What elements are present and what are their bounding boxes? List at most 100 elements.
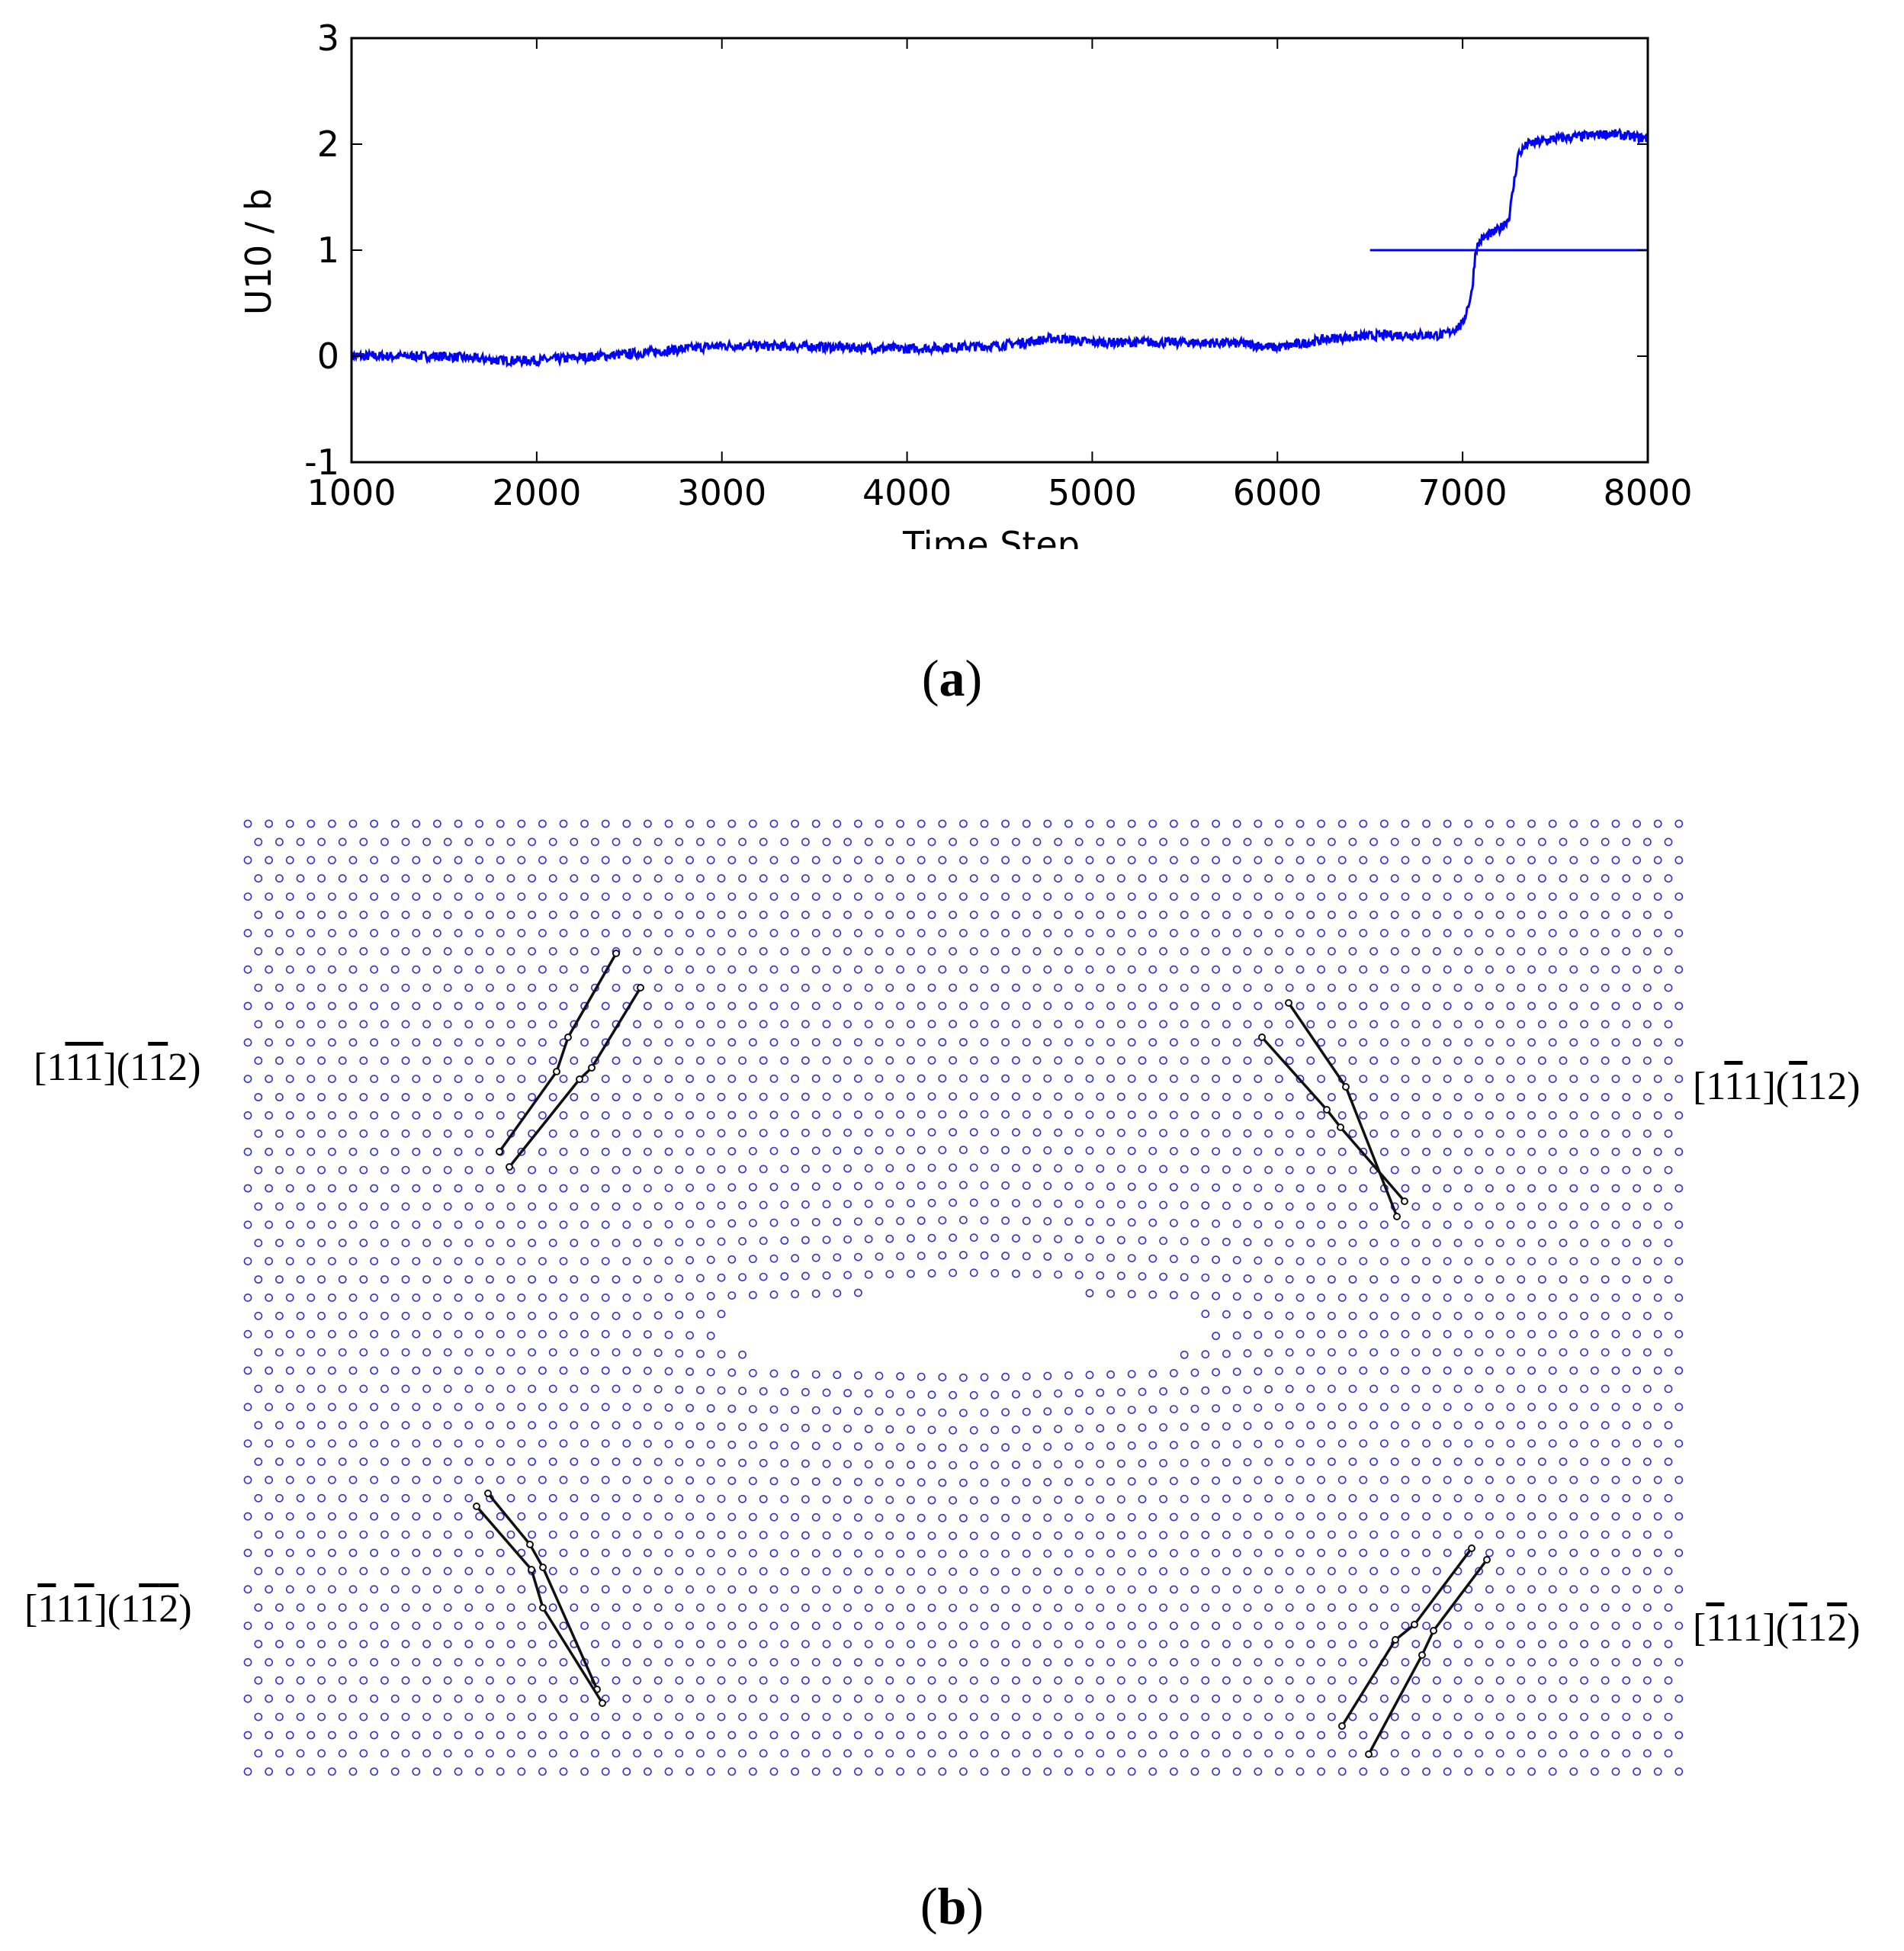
atom <box>738 1129 747 1138</box>
atom <box>959 965 968 974</box>
atom <box>317 1202 326 1211</box>
atom <box>548 1712 557 1721</box>
atom <box>791 1549 799 1557</box>
atom <box>927 1092 936 1101</box>
atom <box>475 1075 483 1083</box>
atom <box>380 1129 389 1138</box>
atom <box>1380 965 1389 974</box>
dislocation-node <box>526 1541 534 1548</box>
atom <box>822 1603 831 1612</box>
atom <box>1201 1531 1210 1539</box>
atom <box>538 1512 547 1521</box>
atom <box>1506 1038 1515 1047</box>
atom <box>486 1165 494 1175</box>
atom <box>991 1640 1000 1648</box>
atom <box>1180 1200 1189 1210</box>
atom <box>1590 1110 1599 1120</box>
atom <box>759 1272 768 1281</box>
atom <box>1317 1476 1325 1484</box>
atom <box>548 947 557 956</box>
atom <box>622 1476 631 1484</box>
atom <box>811 1622 820 1631</box>
atom <box>980 1181 989 1190</box>
atom <box>1517 1165 1526 1175</box>
atom <box>843 1749 852 1758</box>
atom <box>1411 1165 1421 1175</box>
atom <box>1601 1603 1610 1612</box>
atom <box>1380 1366 1389 1375</box>
atom <box>969 874 978 883</box>
atom <box>580 819 589 828</box>
atom <box>1085 965 1094 974</box>
atom <box>1085 1253 1094 1262</box>
atom <box>1601 1567 1610 1576</box>
atom <box>959 1549 968 1558</box>
atom <box>265 1220 273 1229</box>
atom <box>749 1477 757 1486</box>
atom <box>1653 1184 1662 1193</box>
atom <box>1222 1458 1231 1467</box>
atom <box>854 1217 862 1226</box>
atom <box>675 1129 684 1138</box>
atom <box>1317 892 1325 901</box>
atom <box>1622 911 1631 919</box>
atom <box>254 1384 263 1393</box>
atom <box>938 1443 947 1452</box>
atom <box>454 1476 463 1484</box>
atom <box>801 1056 810 1065</box>
atom <box>1443 1184 1452 1193</box>
atom <box>811 1182 820 1191</box>
atom <box>833 1289 842 1297</box>
atom <box>612 1239 621 1248</box>
atom <box>1012 1269 1020 1278</box>
atom <box>548 1421 557 1430</box>
atom <box>464 1458 474 1466</box>
atom <box>1064 1622 1073 1631</box>
atom <box>1653 1548 1662 1557</box>
atom <box>1085 1110 1094 1119</box>
atom <box>1475 1020 1483 1029</box>
atom <box>1201 1712 1210 1721</box>
atom <box>738 1422 747 1432</box>
atom <box>1453 1093 1463 1101</box>
atom <box>517 1476 526 1484</box>
atom <box>1674 965 1684 974</box>
atom <box>822 874 831 883</box>
atom <box>769 856 779 865</box>
atom <box>380 1093 389 1101</box>
atom <box>338 1712 347 1721</box>
plot-a-marks <box>350 127 1649 368</box>
atom <box>1306 837 1315 847</box>
atom <box>1127 1658 1136 1667</box>
atom <box>927 1056 936 1065</box>
atom <box>1190 1291 1199 1300</box>
atom <box>980 1658 989 1667</box>
atom <box>686 1147 694 1156</box>
atom <box>307 1110 316 1120</box>
atom <box>1328 1712 1336 1721</box>
atom <box>317 1384 326 1393</box>
atom <box>1485 928 1494 937</box>
atom <box>1411 1676 1421 1685</box>
atom <box>653 1749 663 1758</box>
atom <box>1148 1658 1157 1667</box>
atom <box>1422 1512 1430 1521</box>
atom <box>1296 1439 1305 1448</box>
atom <box>833 1110 842 1119</box>
atom <box>1422 1366 1430 1375</box>
atom <box>1380 1075 1389 1083</box>
atom <box>664 856 673 865</box>
atom <box>359 1603 368 1612</box>
atom <box>285 1110 294 1120</box>
atom <box>769 1405 779 1414</box>
atom <box>1138 1020 1147 1029</box>
atom <box>1337 819 1347 828</box>
atom <box>1369 837 1378 847</box>
atom <box>644 1256 652 1265</box>
atom <box>875 1767 884 1776</box>
atom <box>243 1658 252 1667</box>
atom <box>791 1038 799 1047</box>
atom <box>1022 1513 1031 1522</box>
atom <box>1485 1731 1494 1740</box>
atom <box>686 1001 694 1011</box>
